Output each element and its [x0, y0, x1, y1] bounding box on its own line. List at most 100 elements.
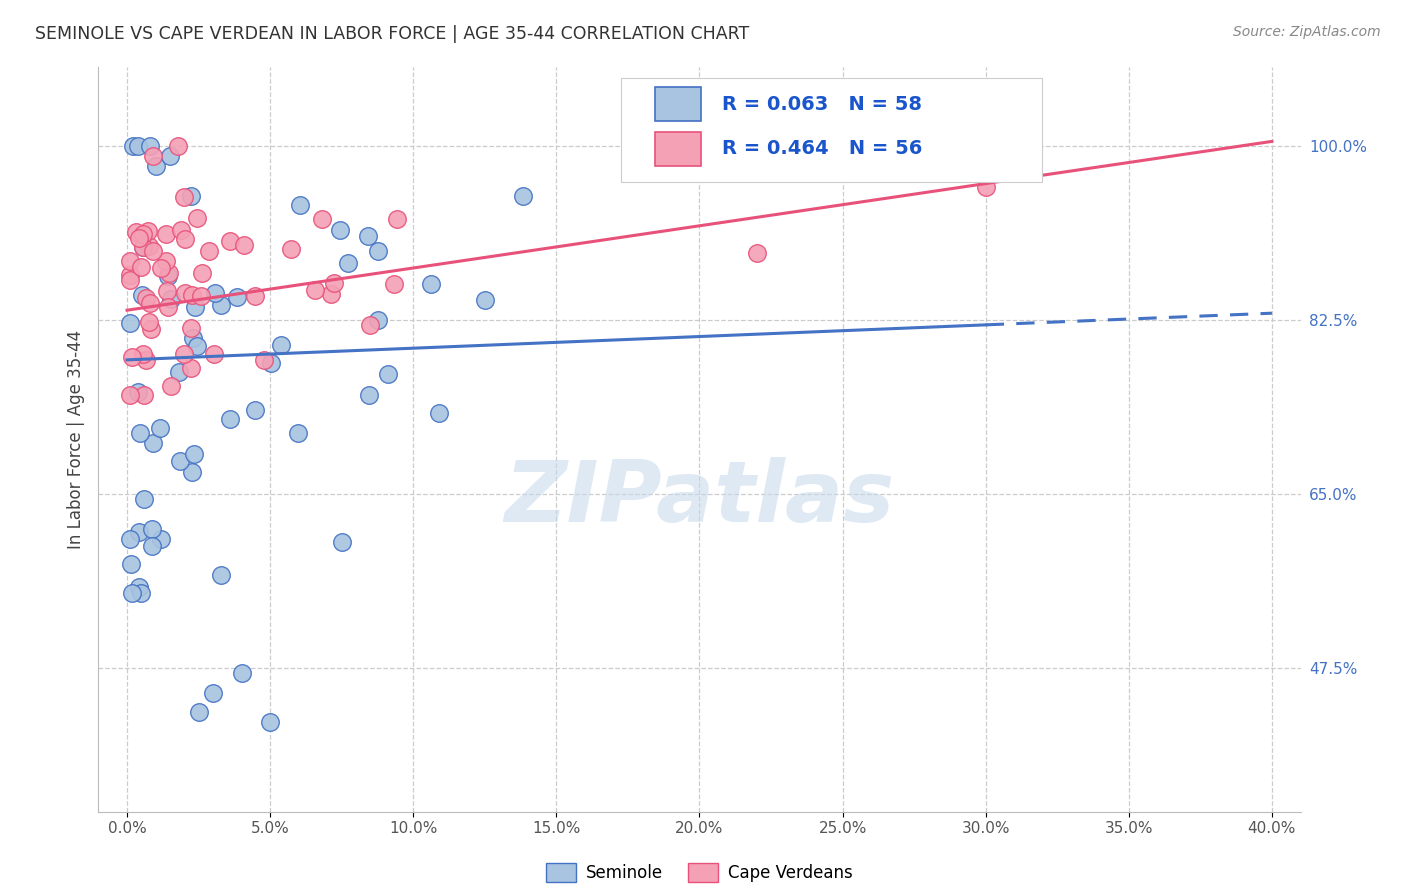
Point: [157, 300, 180, 314]
Point: [219, 234, 242, 248]
Point: [260, 356, 283, 370]
Point: [173, 346, 195, 360]
Text: Source: ZipAtlas.com: Source: ZipAtlas.com: [1233, 25, 1381, 39]
Point: [118, 387, 141, 401]
Point: [132, 387, 155, 401]
Point: [160, 379, 183, 393]
Point: [156, 285, 179, 299]
Point: [139, 295, 162, 310]
Point: [131, 260, 153, 275]
Point: [304, 284, 326, 298]
Point: [419, 277, 441, 292]
Point: [121, 586, 143, 600]
Point: [141, 539, 163, 553]
Legend: Seminole, Cape Verdeans: Seminole, Cape Verdeans: [540, 856, 859, 889]
Point: [135, 353, 157, 368]
Point: [287, 426, 309, 441]
Point: [190, 267, 212, 281]
Point: [367, 312, 389, 326]
Point: [128, 231, 150, 245]
Point: [245, 289, 267, 303]
Point: [745, 246, 768, 260]
Point: [180, 361, 202, 376]
Point: [181, 465, 204, 479]
Point: [118, 268, 141, 282]
Text: R = 0.464   N = 56: R = 0.464 N = 56: [723, 139, 922, 159]
Point: [159, 149, 181, 163]
Point: [155, 254, 177, 268]
Point: [183, 447, 205, 461]
Point: [187, 706, 209, 720]
Point: [121, 139, 143, 153]
Point: [332, 535, 354, 549]
Point: [253, 352, 276, 367]
Point: [357, 388, 380, 402]
Point: [150, 261, 173, 276]
Point: [128, 580, 150, 594]
Point: [132, 240, 155, 254]
Point: [170, 223, 193, 237]
Point: [359, 318, 381, 332]
Point: [139, 322, 162, 336]
Point: [125, 225, 148, 239]
Point: [311, 211, 333, 226]
Point: [121, 351, 143, 365]
Point: [427, 406, 450, 420]
Point: [145, 159, 167, 173]
Point: [136, 224, 159, 238]
Point: [231, 665, 253, 680]
Y-axis label: In Labor Force | Age 35-44: In Labor Force | Age 35-44: [66, 330, 84, 549]
Point: [127, 384, 149, 399]
Point: [157, 266, 180, 280]
Point: [169, 453, 191, 467]
Point: [131, 287, 153, 301]
Point: [181, 331, 204, 345]
Point: [132, 347, 155, 361]
Point: [120, 254, 142, 268]
Point: [190, 289, 212, 303]
Point: [321, 287, 343, 301]
Point: [129, 426, 152, 441]
Point: [377, 367, 399, 381]
Point: [180, 288, 202, 302]
Point: [135, 292, 157, 306]
FancyBboxPatch shape: [655, 132, 700, 166]
Point: [120, 557, 142, 571]
Point: [138, 239, 160, 253]
Point: [131, 227, 153, 241]
Point: [209, 298, 232, 312]
Text: R = 0.063   N = 58: R = 0.063 N = 58: [723, 95, 922, 114]
Point: [174, 232, 197, 246]
Point: [290, 198, 312, 212]
Point: [134, 492, 156, 507]
Point: [139, 139, 162, 153]
Point: [337, 256, 360, 270]
Point: [120, 533, 142, 547]
Point: [131, 586, 153, 600]
Point: [173, 190, 195, 204]
Point: [159, 293, 181, 307]
Point: [149, 532, 172, 546]
FancyBboxPatch shape: [655, 87, 700, 121]
Point: [149, 421, 172, 435]
Text: SEMINOLE VS CAPE VERDEAN IN LABOR FORCE | AGE 35-44 CORRELATION CHART: SEMINOLE VS CAPE VERDEAN IN LABOR FORCE …: [35, 25, 749, 43]
Point: [204, 286, 226, 301]
Point: [243, 402, 266, 417]
Point: [357, 229, 380, 244]
Point: [202, 347, 225, 361]
Point: [385, 212, 408, 227]
Point: [974, 179, 997, 194]
Point: [474, 293, 496, 307]
Point: [138, 316, 160, 330]
Point: [167, 365, 190, 379]
Point: [367, 244, 389, 258]
Point: [186, 211, 208, 226]
Point: [270, 338, 292, 352]
Point: [118, 317, 141, 331]
Point: [209, 568, 232, 582]
Point: [226, 289, 249, 303]
Point: [142, 244, 165, 259]
Point: [173, 286, 195, 301]
Point: [128, 139, 150, 153]
FancyBboxPatch shape: [621, 78, 1042, 182]
